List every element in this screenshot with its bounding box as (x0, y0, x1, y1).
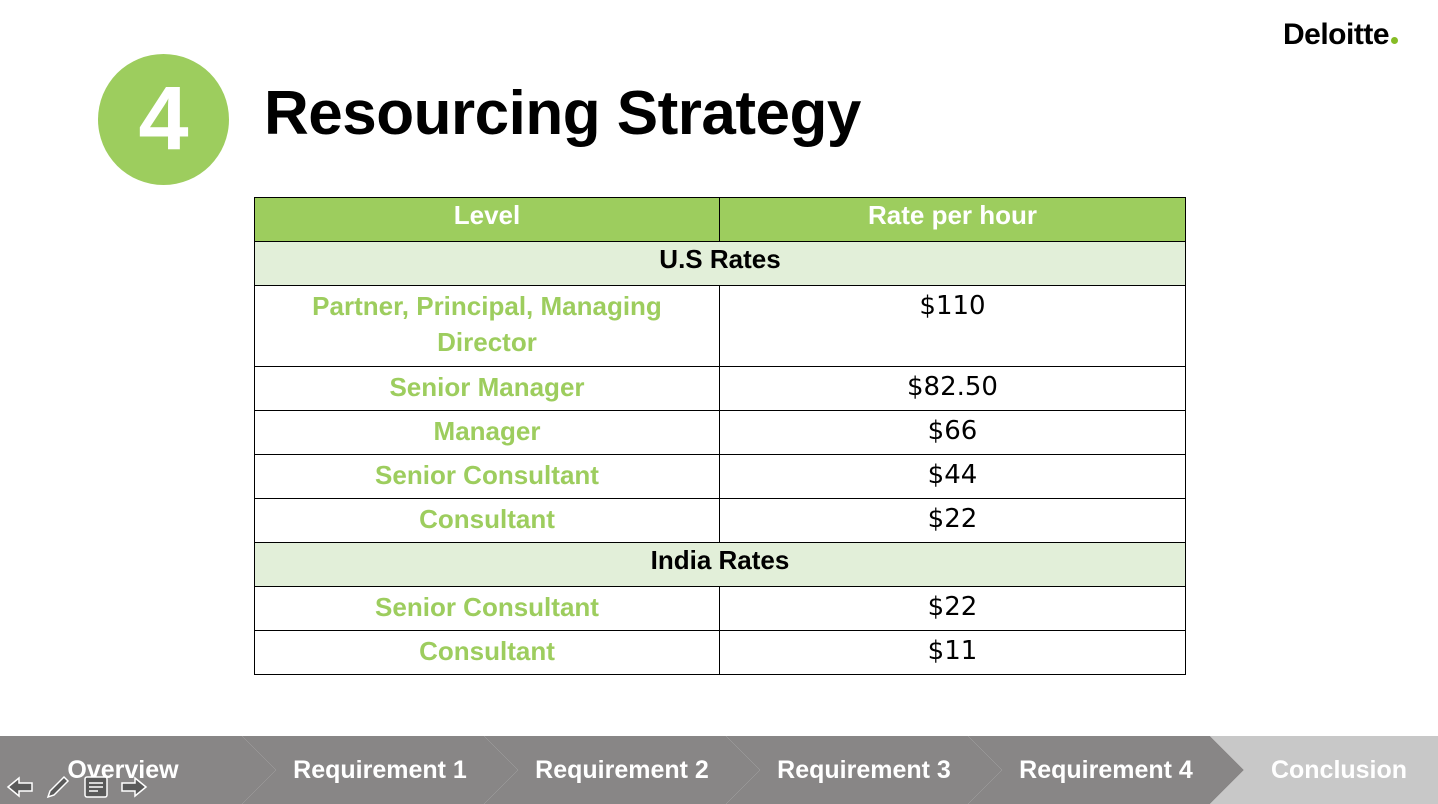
rate-cell: $66 (719, 410, 1186, 455)
rate-cell: $11 (719, 630, 1186, 675)
level-cell: Senior Consultant (254, 454, 720, 499)
level-cell: Partner, Principal, Managing Director (254, 285, 720, 367)
pen-icon[interactable] (42, 772, 74, 802)
table-row: Senior Consultant $44 (254, 454, 1186, 499)
back-arrow-icon[interactable] (4, 772, 36, 802)
notes-icon[interactable] (80, 772, 112, 802)
rate-cell: $22 (719, 498, 1186, 543)
rates-table: Level Rate per hour U.S Rates Partner, P… (254, 197, 1186, 675)
presentation-controls (4, 772, 150, 802)
table-row: Manager $66 (254, 410, 1186, 455)
level-cell: Consultant (254, 498, 720, 543)
brand-dot (1391, 37, 1399, 44)
forward-arrow-icon[interactable] (118, 772, 150, 802)
level-cell: Manager (254, 410, 720, 455)
column-header-rate: Rate per hour (719, 197, 1186, 242)
nav-step-requirement-1[interactable]: Requirement 1 (242, 736, 518, 804)
nav-step-requirement-2[interactable]: Requirement 2 (484, 736, 760, 804)
rate-cell: $44 (719, 454, 1186, 499)
nav-step-requirement-4[interactable]: Requirement 4 (968, 736, 1244, 804)
rate-cell: $22 (719, 586, 1186, 631)
column-header-level: Level (254, 197, 720, 242)
page-title: Resourcing Strategy (264, 79, 861, 148)
section-row: U.S Rates (254, 241, 1186, 286)
section-navigation-bar: Overview Requirement 1 Requirement 2 Req… (0, 736, 1438, 804)
rate-cell: $110 (719, 285, 1186, 367)
section-row: India Rates (254, 542, 1186, 587)
section-label-india: India Rates (254, 542, 1186, 587)
nav-step-conclusion[interactable]: Conclusion (1210, 736, 1438, 804)
section-label-us: U.S Rates (254, 241, 1186, 286)
table-row: Consultant $22 (254, 498, 1186, 543)
deloitte-logo: Deloitte (1283, 18, 1399, 52)
table-row: Senior Manager $82.50 (254, 366, 1186, 411)
brand-name: Deloitte (1283, 18, 1390, 51)
section-number-badge: 4 (98, 54, 229, 185)
level-cell: Senior Manager (254, 366, 720, 411)
level-cell: Consultant (254, 630, 720, 675)
level-cell: Senior Consultant (254, 586, 720, 631)
table-header-row: Level Rate per hour (254, 197, 1186, 242)
nav-step-requirement-3[interactable]: Requirement 3 (726, 736, 1002, 804)
table-row: Senior Consultant $22 (254, 586, 1186, 631)
rate-cell: $82.50 (719, 366, 1186, 411)
table-row: Consultant $11 (254, 630, 1186, 675)
table-row: Partner, Principal, Managing Director $1… (254, 285, 1186, 367)
